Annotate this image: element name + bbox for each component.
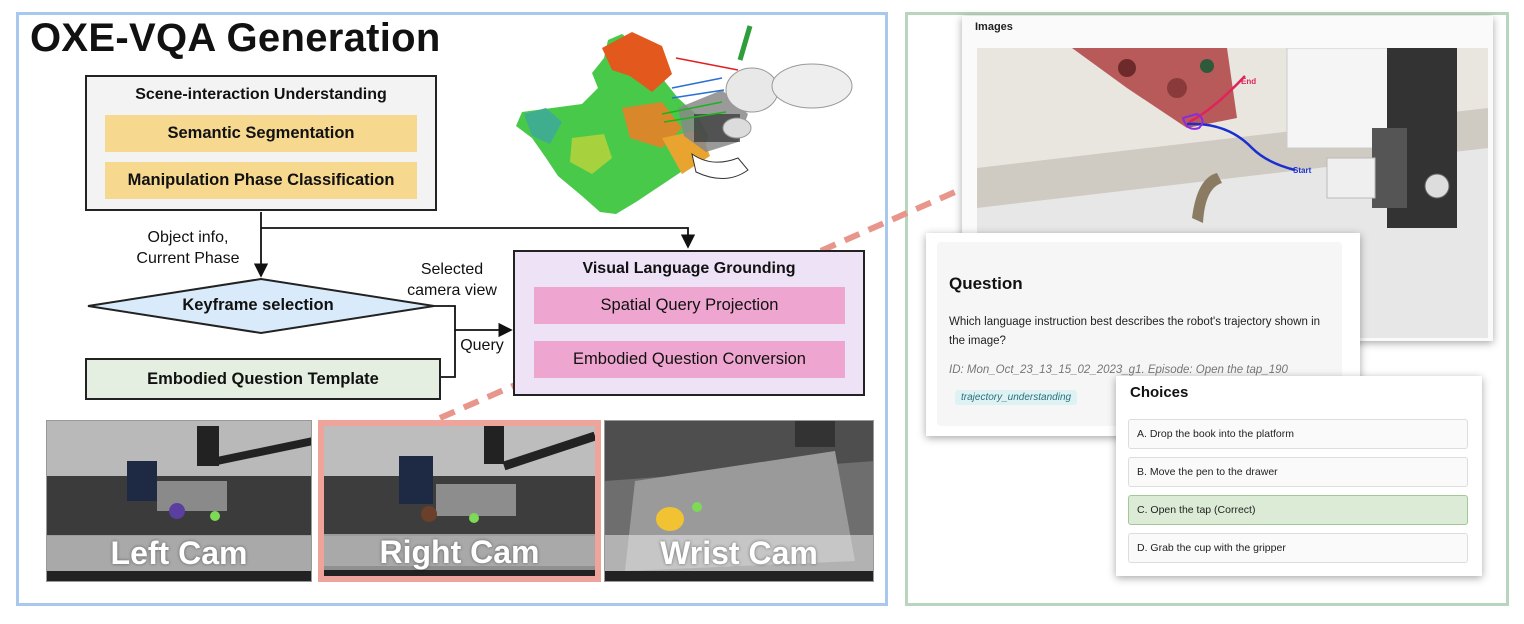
semantic-segmentation-step: Semantic Segmentation <box>105 115 417 152</box>
manipulation-phase-step: Manipulation Phase Classification <box>105 162 417 199</box>
question-text: Which language instruction best describe… <box>949 316 1321 347</box>
wrist-cam-thumbnail[interactable]: Wrist Cam <box>604 420 874 582</box>
images-card-label: Images <box>975 21 1013 33</box>
wrist-cam-label: Wrist Cam <box>605 535 873 571</box>
choices-heading: Choices <box>1130 384 1189 401</box>
selected-line1: Selected <box>420 261 484 278</box>
scene-interaction-title: Scene-interaction Understanding <box>135 86 387 103</box>
embodied-question-template-box: Embodied Question Template <box>85 358 441 400</box>
left-panel <box>16 12 888 606</box>
right-panel <box>905 12 1509 606</box>
trajectory-end-label: End <box>1241 77 1256 86</box>
question-id: ID: Mon_Oct_23_13_15_02_2023_g1. Episode… <box>949 364 1288 376</box>
selected-line2: camera view <box>407 282 497 299</box>
embodied-question-conversion-step: Embodied Question Conversion <box>534 341 845 378</box>
choice-option-c[interactable]: C. Open the tap (Correct) <box>1128 495 1468 525</box>
question-heading: Question <box>949 274 1023 293</box>
trajectory-start-label: Start <box>1293 166 1312 175</box>
spatial-query-projection-step: Spatial Query Projection <box>534 287 845 324</box>
choice-option-d[interactable]: D. Grab the cup with the gripper <box>1128 533 1468 563</box>
choice-option-a[interactable]: A. Drop the book into the platform <box>1128 419 1468 449</box>
object-info-label: Object info, Current Phase <box>118 227 258 269</box>
choice-option-b[interactable]: B. Move the pen to the drawer <box>1128 457 1468 487</box>
right-cam-label: Right Cam <box>324 534 595 570</box>
right-cam-thumbnail[interactable]: Right Cam <box>318 420 601 582</box>
left-cam-thumbnail[interactable]: Left Cam <box>46 420 312 582</box>
query-label: Query <box>460 337 504 354</box>
main-title: OXE-VQA Generation <box>30 16 441 60</box>
keyframe-selection-label: Keyframe selection <box>182 296 334 314</box>
object-info-line1: Object info, <box>147 229 229 246</box>
point-cloud-illustration <box>516 25 853 214</box>
question-category-tag: trajectory_understanding <box>955 390 1078 405</box>
selected-camera-label: Selected camera view <box>392 259 512 301</box>
object-info-line2: Current Phase <box>136 250 240 267</box>
left-cam-label: Left Cam <box>47 535 311 571</box>
visual-language-grounding-title: Visual Language Grounding <box>582 260 796 277</box>
